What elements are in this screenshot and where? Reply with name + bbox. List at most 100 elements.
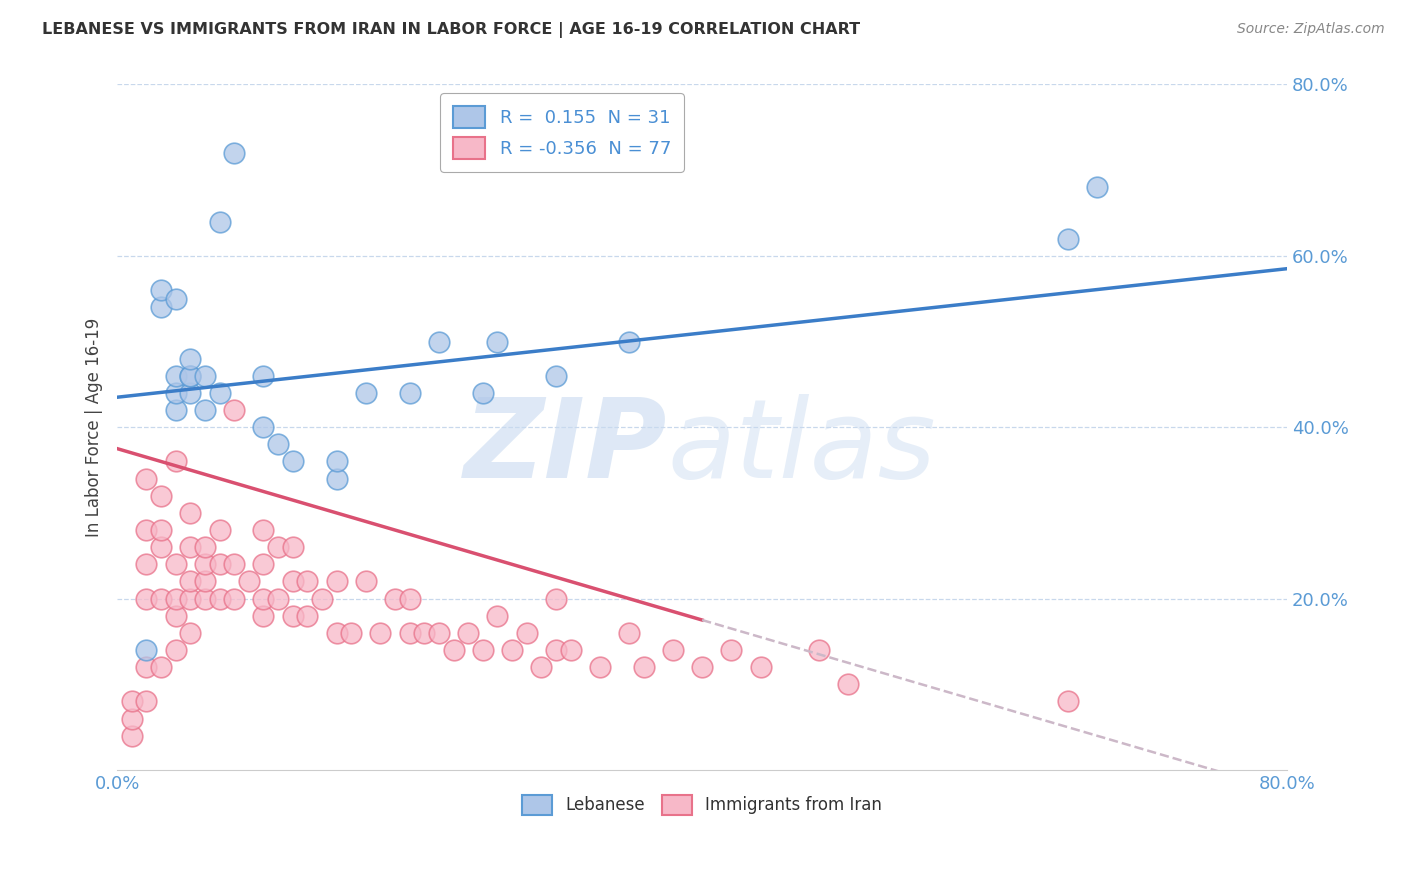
Point bbox=[354, 386, 377, 401]
Text: ZIP: ZIP bbox=[464, 394, 666, 501]
Point bbox=[150, 283, 173, 297]
Point bbox=[560, 643, 582, 657]
Point bbox=[457, 626, 479, 640]
Point bbox=[150, 489, 173, 503]
Point bbox=[224, 146, 246, 161]
Point bbox=[443, 643, 465, 657]
Text: atlas: atlas bbox=[666, 394, 935, 501]
Point bbox=[662, 643, 685, 657]
Point bbox=[135, 694, 157, 708]
Point bbox=[384, 591, 406, 606]
Point bbox=[471, 643, 494, 657]
Point bbox=[165, 292, 187, 306]
Point bbox=[281, 540, 304, 554]
Point bbox=[224, 591, 246, 606]
Point bbox=[427, 626, 450, 640]
Point bbox=[252, 558, 274, 572]
Point bbox=[252, 608, 274, 623]
Point bbox=[370, 626, 392, 640]
Point bbox=[297, 574, 319, 589]
Point bbox=[398, 386, 420, 401]
Point bbox=[530, 660, 553, 674]
Point bbox=[179, 540, 201, 554]
Text: Source: ZipAtlas.com: Source: ZipAtlas.com bbox=[1237, 22, 1385, 37]
Point bbox=[544, 368, 567, 383]
Point bbox=[1056, 694, 1078, 708]
Point bbox=[208, 591, 231, 606]
Point bbox=[238, 574, 260, 589]
Point bbox=[135, 523, 157, 537]
Point bbox=[179, 506, 201, 520]
Point bbox=[398, 591, 420, 606]
Point bbox=[325, 454, 347, 468]
Point bbox=[208, 214, 231, 228]
Point bbox=[179, 626, 201, 640]
Point bbox=[194, 574, 217, 589]
Point bbox=[135, 472, 157, 486]
Point bbox=[325, 626, 347, 640]
Point bbox=[617, 334, 640, 349]
Point bbox=[267, 591, 290, 606]
Point bbox=[749, 660, 772, 674]
Point bbox=[720, 643, 742, 657]
Point bbox=[150, 523, 173, 537]
Point bbox=[224, 558, 246, 572]
Point bbox=[486, 334, 509, 349]
Point bbox=[135, 591, 157, 606]
Point bbox=[427, 334, 450, 349]
Point bbox=[808, 643, 831, 657]
Point bbox=[150, 591, 173, 606]
Point bbox=[150, 540, 173, 554]
Point bbox=[516, 626, 538, 640]
Point bbox=[179, 574, 201, 589]
Point bbox=[165, 608, 187, 623]
Point bbox=[165, 454, 187, 468]
Point bbox=[690, 660, 713, 674]
Point bbox=[340, 626, 363, 640]
Point bbox=[165, 643, 187, 657]
Point bbox=[544, 591, 567, 606]
Point bbox=[194, 403, 217, 417]
Point bbox=[165, 368, 187, 383]
Point bbox=[208, 558, 231, 572]
Text: LEBANESE VS IMMIGRANTS FROM IRAN IN LABOR FORCE | AGE 16-19 CORRELATION CHART: LEBANESE VS IMMIGRANTS FROM IRAN IN LABO… bbox=[42, 22, 860, 38]
Point bbox=[267, 437, 290, 451]
Point bbox=[633, 660, 655, 674]
Point bbox=[179, 386, 201, 401]
Point bbox=[471, 386, 494, 401]
Point bbox=[589, 660, 612, 674]
Point bbox=[165, 386, 187, 401]
Point bbox=[165, 558, 187, 572]
Point bbox=[544, 643, 567, 657]
Point bbox=[617, 626, 640, 640]
Point bbox=[208, 523, 231, 537]
Point bbox=[398, 626, 420, 640]
Point bbox=[135, 558, 157, 572]
Point bbox=[179, 351, 201, 366]
Point bbox=[224, 403, 246, 417]
Point bbox=[135, 660, 157, 674]
Point bbox=[325, 472, 347, 486]
Point bbox=[281, 454, 304, 468]
Point bbox=[179, 591, 201, 606]
Point bbox=[194, 540, 217, 554]
Point bbox=[179, 368, 201, 383]
Point bbox=[325, 574, 347, 589]
Point bbox=[281, 608, 304, 623]
Point bbox=[121, 694, 143, 708]
Point bbox=[252, 368, 274, 383]
Point bbox=[297, 608, 319, 623]
Point bbox=[1056, 232, 1078, 246]
Point bbox=[1085, 180, 1108, 194]
Point bbox=[194, 368, 217, 383]
Point bbox=[501, 643, 523, 657]
Point bbox=[413, 626, 436, 640]
Legend: Lebanese, Immigrants from Iran: Lebanese, Immigrants from Iran bbox=[513, 787, 890, 823]
Point bbox=[135, 643, 157, 657]
Point bbox=[194, 558, 217, 572]
Point bbox=[121, 712, 143, 726]
Point bbox=[252, 523, 274, 537]
Point bbox=[267, 540, 290, 554]
Point bbox=[194, 591, 217, 606]
Point bbox=[837, 677, 859, 691]
